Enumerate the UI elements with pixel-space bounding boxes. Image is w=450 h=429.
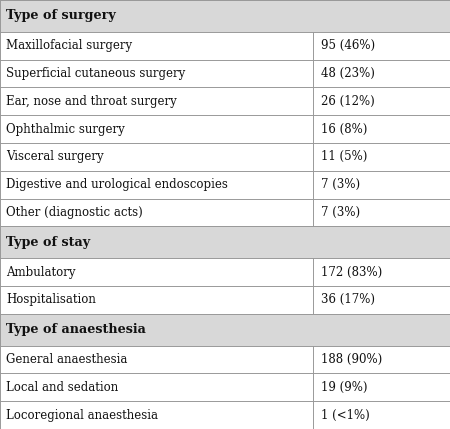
Bar: [313, 346, 450, 374]
Text: 172 (83%): 172 (83%): [321, 266, 382, 278]
Text: Locoregional anaesthesia: Locoregional anaesthesia: [6, 408, 158, 422]
Text: Ear, nose and throat surgery: Ear, nose and throat surgery: [6, 95, 176, 108]
Bar: [313, 286, 450, 314]
Bar: [0, 32, 313, 60]
Text: Visceral surgery: Visceral surgery: [6, 151, 104, 163]
Bar: [0, 115, 313, 143]
Bar: [0, 171, 313, 199]
Text: Digestive and urological endoscopies: Digestive and urological endoscopies: [6, 178, 228, 191]
Bar: [313, 199, 450, 227]
Bar: [0, 199, 313, 227]
Bar: [0, 60, 313, 88]
Text: 95 (46%): 95 (46%): [321, 39, 375, 52]
Bar: [313, 143, 450, 171]
Bar: [0, 286, 313, 314]
Text: Local and sedation: Local and sedation: [6, 381, 118, 394]
Text: 26 (12%): 26 (12%): [321, 95, 374, 108]
Text: 11 (5%): 11 (5%): [321, 151, 367, 163]
Bar: [0, 88, 313, 115]
Text: 7 (3%): 7 (3%): [321, 206, 360, 219]
Bar: [313, 171, 450, 199]
Text: 16 (8%): 16 (8%): [321, 123, 367, 136]
Bar: [313, 227, 450, 258]
Text: 19 (9%): 19 (9%): [321, 381, 367, 394]
Bar: [313, 60, 450, 88]
Text: 48 (23%): 48 (23%): [321, 67, 375, 80]
Text: Ambulatory: Ambulatory: [6, 266, 75, 278]
Bar: [313, 314, 450, 346]
Bar: [0, 401, 313, 429]
Bar: [313, 115, 450, 143]
Text: Superficial cutaneous surgery: Superficial cutaneous surgery: [6, 67, 185, 80]
Text: Type of anaesthesia: Type of anaesthesia: [6, 323, 146, 336]
Text: Other (diagnostic acts): Other (diagnostic acts): [6, 206, 143, 219]
Text: Hospitalisation: Hospitalisation: [6, 293, 96, 306]
Text: 7 (3%): 7 (3%): [321, 178, 360, 191]
Bar: [313, 0, 450, 32]
Text: General anaesthesia: General anaesthesia: [6, 353, 127, 366]
Bar: [0, 346, 313, 374]
Bar: [313, 258, 450, 286]
Bar: [313, 374, 450, 401]
Bar: [313, 401, 450, 429]
Bar: [0, 374, 313, 401]
Bar: [313, 88, 450, 115]
Bar: [0, 143, 313, 171]
Text: 36 (17%): 36 (17%): [321, 293, 375, 306]
Text: 188 (90%): 188 (90%): [321, 353, 382, 366]
Text: Ophthalmic surgery: Ophthalmic surgery: [6, 123, 125, 136]
Bar: [0, 258, 313, 286]
Bar: [0, 314, 313, 346]
Text: 1 (<1%): 1 (<1%): [321, 408, 369, 422]
Text: Maxillofacial surgery: Maxillofacial surgery: [6, 39, 132, 52]
Text: Type of surgery: Type of surgery: [6, 9, 116, 22]
Bar: [313, 32, 450, 60]
Text: Type of stay: Type of stay: [6, 236, 90, 249]
Bar: [0, 0, 313, 32]
Bar: [0, 227, 313, 258]
